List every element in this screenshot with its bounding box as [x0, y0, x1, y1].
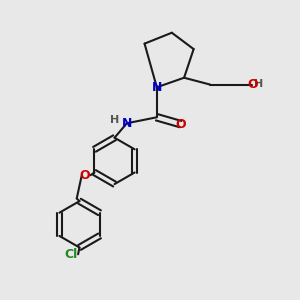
Text: N: N	[122, 117, 132, 130]
Text: H: H	[110, 115, 119, 125]
Text: Cl: Cl	[65, 248, 78, 261]
Text: O: O	[248, 77, 258, 91]
Text: O: O	[175, 118, 186, 130]
Text: H: H	[254, 79, 264, 89]
Text: O: O	[80, 169, 90, 182]
Text: N: N	[152, 81, 162, 94]
